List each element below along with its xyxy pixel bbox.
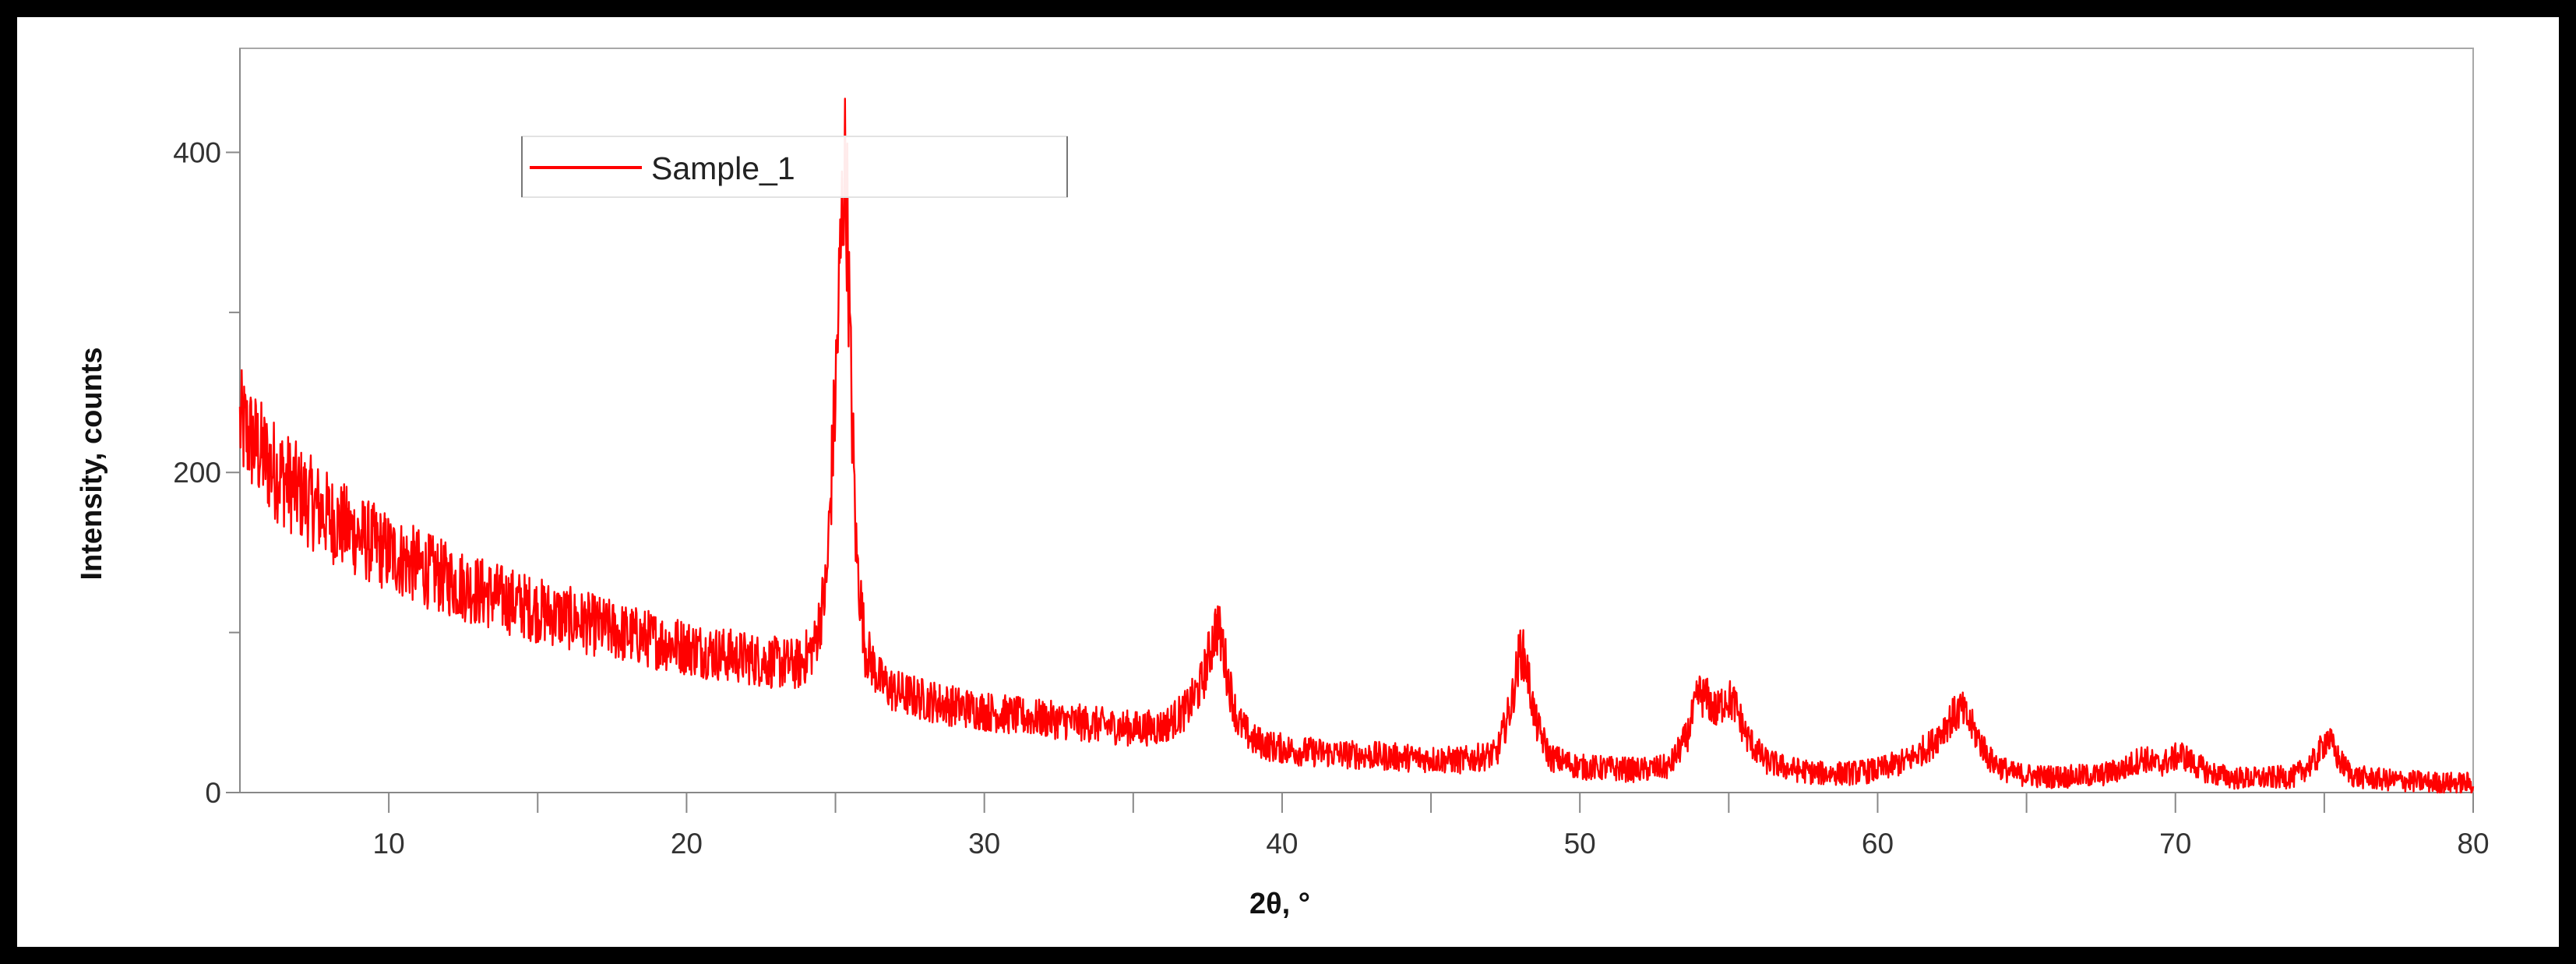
x-tick-label: 80: [2457, 828, 2489, 860]
x-tick-label: 60: [1862, 828, 1894, 860]
y-axis-ticks: 0 200 400: [173, 136, 240, 809]
x-tick-label: 70: [2159, 828, 2191, 860]
legend[interactable]: Sample_1: [521, 136, 1068, 198]
x-tick-label: 20: [671, 828, 703, 860]
x-tick-label: 10: [373, 828, 405, 860]
x-tick-label: 30: [968, 828, 1000, 860]
y-tick-label: 400: [173, 136, 221, 168]
y-tick-label: 200: [173, 457, 221, 489]
x-tick-label: 40: [1266, 828, 1298, 860]
y-tick-label: 0: [205, 777, 221, 809]
x-tick-label: 50: [1564, 828, 1596, 860]
x-axis-title: 2θ, °: [1249, 888, 1310, 920]
series-line-sample-1: [238, 97, 2475, 794]
x-axis-ticks: 10 20 30 40 50 60 70 80: [373, 793, 2490, 860]
series-layer: [238, 97, 2475, 794]
y-axis-title: Intensity, counts: [76, 347, 108, 580]
legend-label-sample-1: Sample_1: [651, 150, 795, 186]
